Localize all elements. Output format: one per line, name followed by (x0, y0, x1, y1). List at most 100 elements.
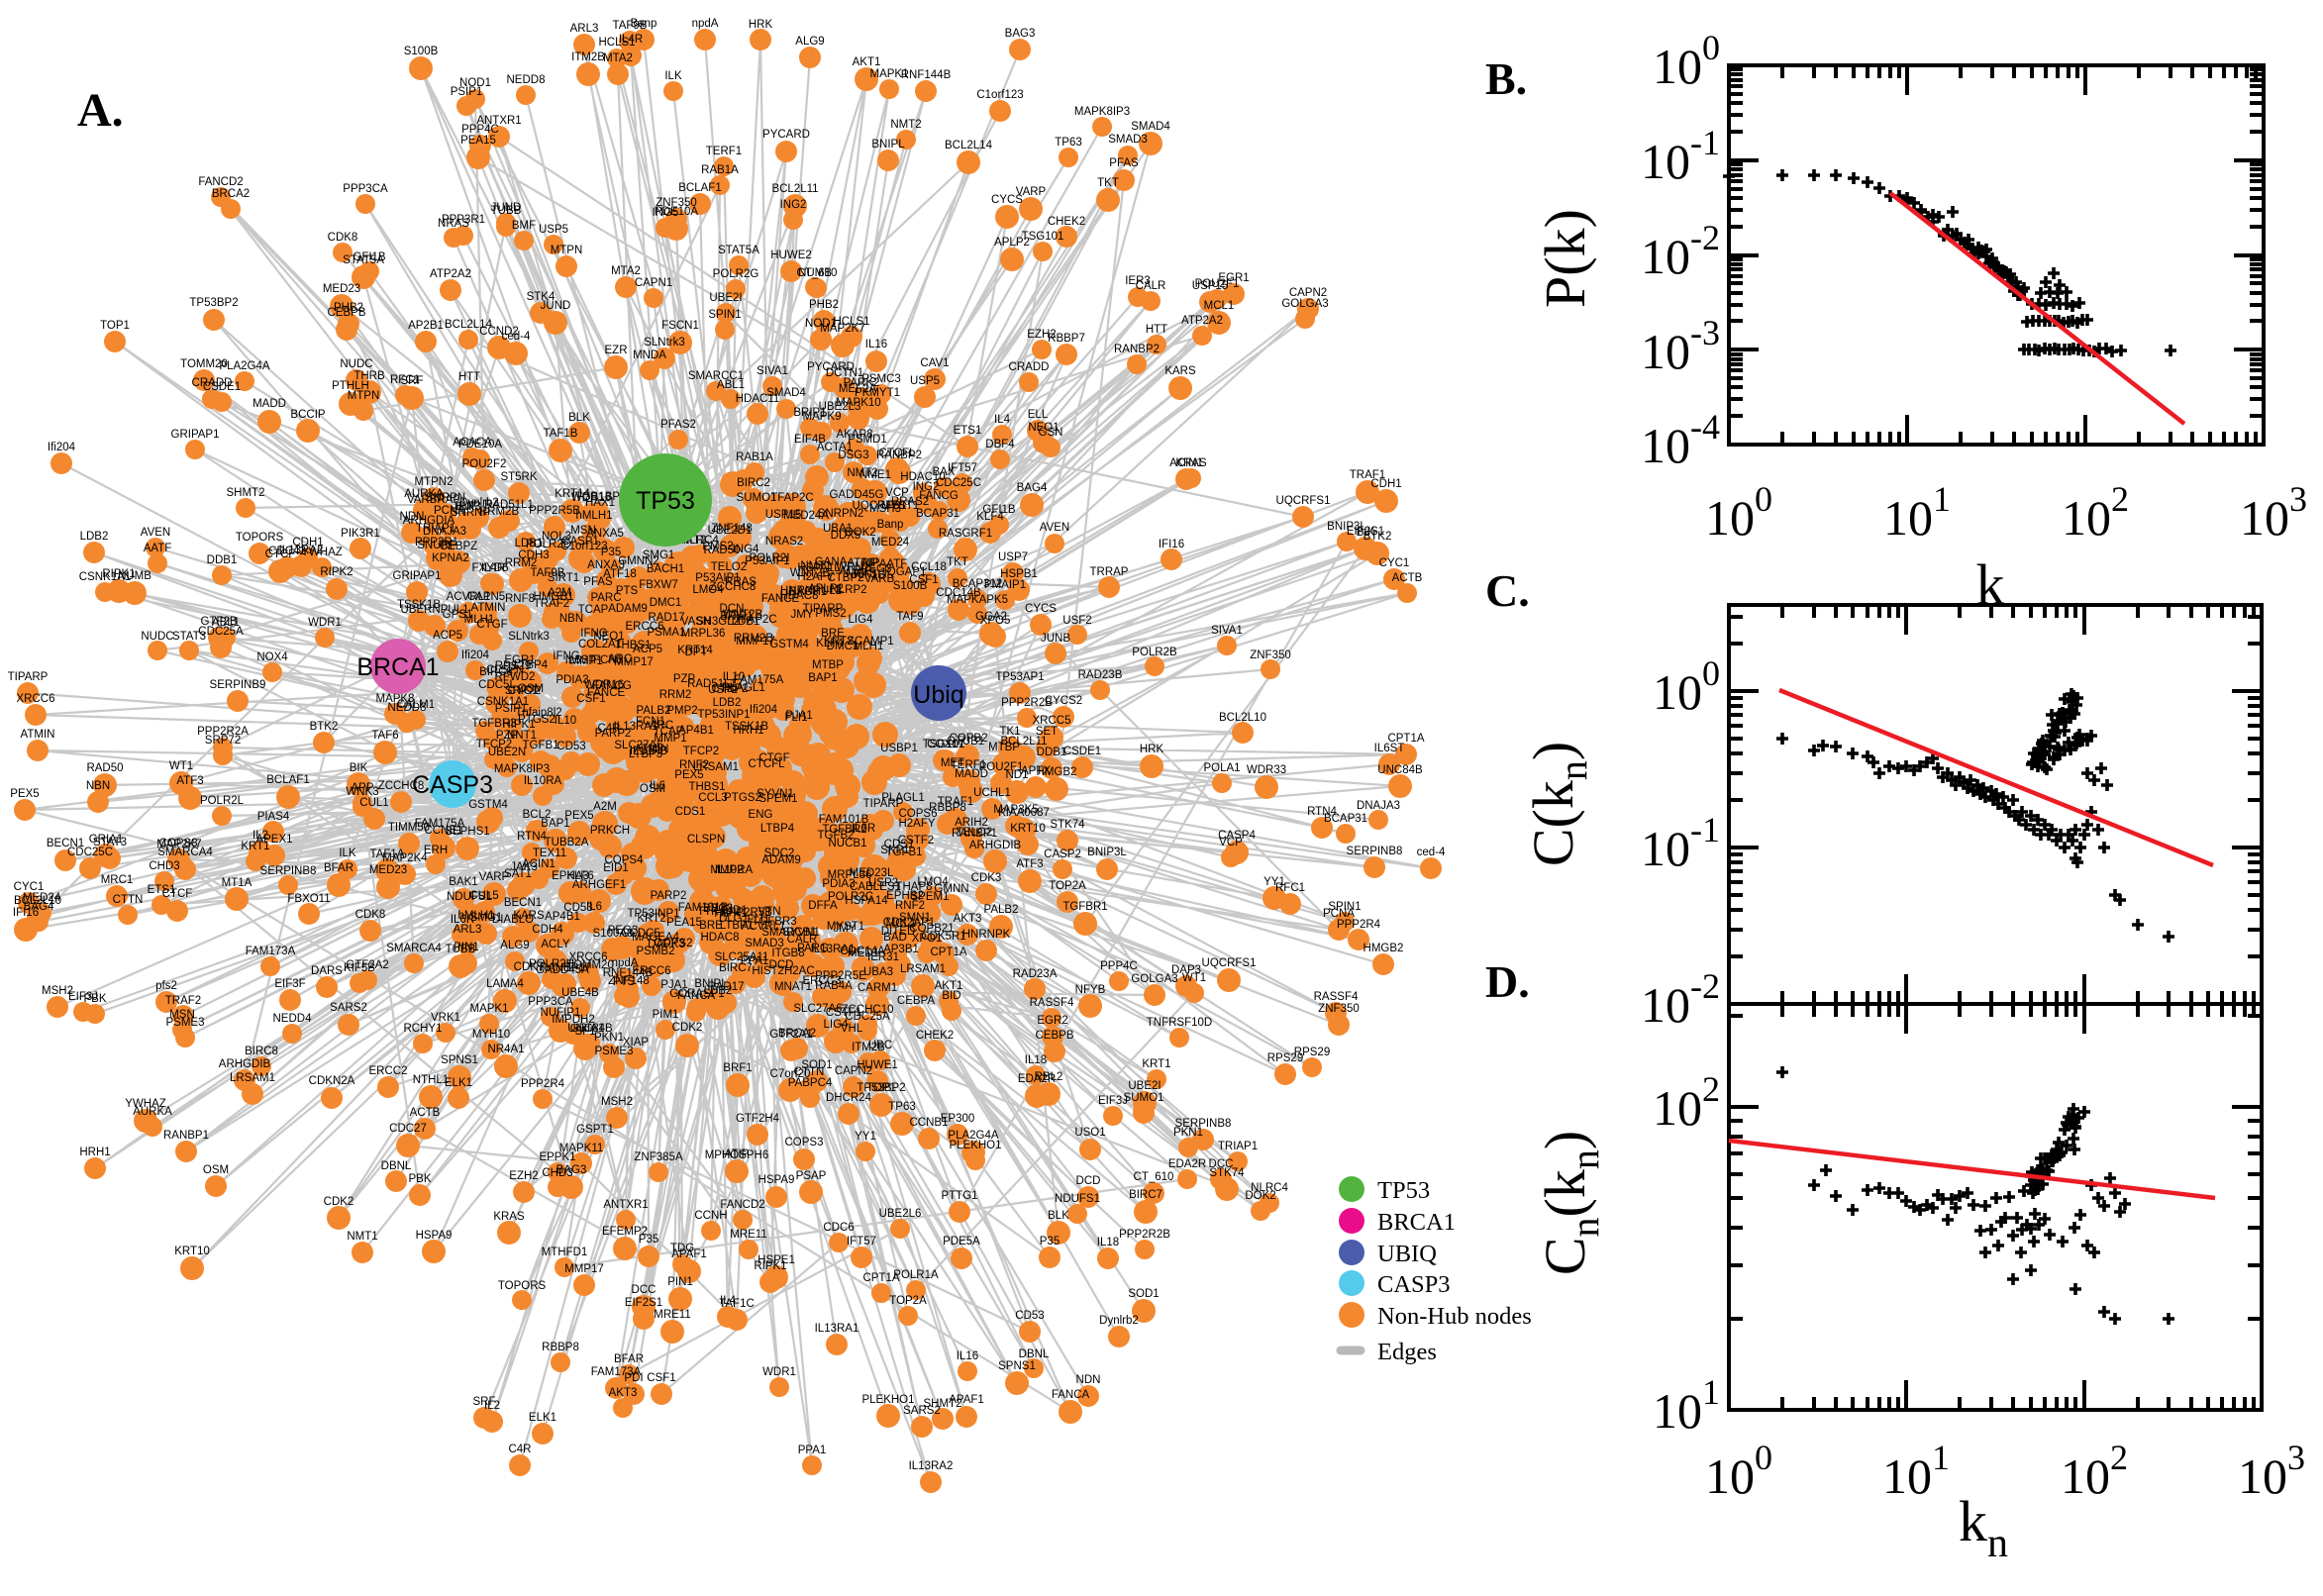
svg-text:FANCE: FANCE (761, 593, 800, 605)
svg-text:CSDE1: CSDE1 (1063, 746, 1101, 757)
svg-text:POLR2B: POLR2B (1132, 647, 1177, 658)
svg-text:HIST2H2AC: HIST2H2AC (752, 965, 814, 977)
svg-text:PBK: PBK (83, 993, 106, 1005)
svg-text:RBL2: RBL2 (1035, 1071, 1063, 1083)
svg-text:DCC: DCC (632, 1284, 656, 1296)
svg-text:RRM2: RRM2 (659, 689, 692, 701)
svg-text:APTX: APTX (1021, 765, 1051, 777)
svg-text:ILK: ILK (339, 848, 356, 859)
svg-text:TFAP2C: TFAP2C (770, 492, 813, 504)
svg-text:STAT5A: STAT5A (718, 245, 759, 256)
svg-text:SRF: SRF (401, 375, 424, 387)
svg-text:BCL2L11: BCL2L11 (1000, 736, 1047, 748)
svg-text:PARP2: PARP2 (651, 890, 687, 902)
svg-text:WDR16: WDR16 (571, 492, 611, 504)
svg-text:FLI1: FLI1 (747, 914, 769, 926)
svg-text:IL10RB: IL10RB (630, 746, 668, 757)
svg-text:BNIPL: BNIPL (694, 978, 728, 990)
svg-text:USF2: USF2 (1062, 615, 1091, 627)
svg-text:CHEK2: CHEK2 (1048, 216, 1085, 228)
svg-text:AKT3: AKT3 (609, 1387, 638, 1399)
svg-text:CARM1: CARM1 (858, 982, 897, 994)
svg-text:SLC27A6: SLC27A6 (793, 1003, 842, 1015)
svg-text:LMO4: LMO4 (692, 584, 724, 596)
svg-text:AURKA: AURKA (404, 488, 444, 500)
svg-text:FAM101B: FAM101B (819, 814, 869, 826)
svg-text:BCAP31: BCAP31 (1324, 813, 1367, 825)
svg-text:DNAJA3: DNAJA3 (423, 526, 466, 538)
svg-text:CAPN2: CAPN2 (835, 1065, 872, 1077)
svg-text:C4R: C4R (508, 1444, 531, 1455)
svg-text:ELK1: ELK1 (529, 1412, 556, 1424)
svg-text:TGFBR1: TGFBR1 (1062, 901, 1107, 913)
svg-text:CCL18: CCL18 (911, 561, 947, 573)
svg-text:IL6: IL6 (650, 780, 665, 792)
svg-text:DDB1: DDB1 (207, 554, 238, 566)
svg-text:CHEK2: CHEK2 (916, 1030, 954, 1042)
svg-text:POLR2H: POLR2H (529, 958, 574, 970)
svg-text:ETS1: ETS1 (954, 425, 982, 437)
svg-text:MT1A: MT1A (222, 877, 252, 889)
svg-text:TUBB: TUBB (491, 205, 522, 217)
svg-text:PPP4C: PPP4C (461, 124, 499, 136)
svg-text:MAPK1: MAPK1 (870, 68, 909, 80)
svg-text:RAD23B: RAD23B (1078, 669, 1123, 681)
svg-text:PARK2: PARK2 (844, 377, 880, 389)
svg-text:LDB2: LDB2 (704, 985, 733, 997)
svg-text:CALR: CALR (1136, 280, 1166, 292)
svg-text:FAM175A: FAM175A (734, 674, 784, 686)
svg-text:MED24: MED24 (871, 537, 910, 549)
svg-text:FCN1: FCN1 (636, 716, 665, 728)
svg-text:ATRIP: ATRIP (847, 557, 879, 569)
svg-text:HDAC10: HDAC10 (900, 471, 945, 483)
svg-text:BLK: BLK (1048, 1210, 1069, 1222)
svg-text:ARL3: ARL3 (454, 924, 482, 936)
svg-text:TGFB1: TGFB1 (885, 847, 922, 858)
svg-text:CDK8: CDK8 (355, 909, 386, 921)
svg-text:HSPA9: HSPA9 (758, 1174, 795, 1186)
svg-text:ZNF350: ZNF350 (1318, 1003, 1360, 1015)
svg-text:CDK8: CDK8 (328, 232, 358, 244)
svg-text:LTBP4: LTBP4 (760, 823, 795, 835)
svg-text:PSME3: PSME3 (166, 1017, 205, 1029)
svg-text:HDAC11: HDAC11 (736, 393, 780, 405)
svg-text:RRM2B: RRM2B (734, 633, 774, 645)
svg-text:CAV1: CAV1 (920, 357, 949, 369)
svg-text:DCD: DCD (1076, 1175, 1101, 1187)
svg-text:MAPK9: MAPK9 (803, 411, 842, 423)
svg-text:GGA2: GGA2 (975, 611, 1007, 623)
svg-text:MAP2K7: MAP2K7 (820, 323, 864, 335)
svg-text:RNF144B: RNF144B (901, 69, 952, 81)
svg-text:APAF1: APAF1 (671, 1248, 707, 1260)
svg-text:OSM: OSM (640, 783, 665, 795)
svg-text:RANBP2: RANBP2 (876, 449, 922, 461)
svg-text:KARS: KARS (513, 910, 545, 922)
svg-text:LDB1: LDB1 (515, 538, 544, 549)
svg-text:POLR2D: POLR2D (526, 539, 571, 550)
svg-text:A.: A. (77, 84, 124, 137)
svg-text:ZNF350: ZNF350 (656, 197, 697, 209)
svg-text:CAPN1: CAPN1 (635, 277, 672, 289)
svg-text:CPT1A: CPT1A (862, 1272, 899, 1284)
svg-text:TUBB: TUBB (446, 944, 476, 955)
svg-text:CEBPZ: CEBPZ (440, 541, 477, 552)
svg-text:HIPK1: HIPK1 (714, 908, 747, 920)
svg-text:SPEM1: SPEM1 (911, 891, 950, 903)
svg-text:NOD1: NOD1 (459, 77, 491, 89)
svg-text:AP3B1: AP3B1 (883, 944, 919, 955)
svg-text:NDN: NDN (1076, 1374, 1101, 1386)
svg-text:TFCP2: TFCP2 (476, 739, 512, 750)
svg-text:LTBP4: LTBP4 (514, 659, 549, 671)
svg-text:PPP3CA: PPP3CA (528, 996, 573, 1008)
svg-text:TERF1: TERF1 (951, 759, 986, 771)
svg-text:KRT1: KRT1 (1142, 1058, 1170, 1070)
svg-text:MED1: MED1 (848, 948, 879, 959)
svg-text:KRT14: KRT14 (555, 488, 590, 500)
svg-text:LTBP1: LTBP1 (720, 920, 754, 932)
svg-text:VHL: VHL (841, 1023, 863, 1035)
svg-text:MMP17: MMP17 (736, 636, 775, 648)
svg-text:IQGAP1: IQGAP1 (884, 566, 927, 578)
svg-text:TAF9B: TAF9B (613, 20, 648, 32)
svg-text:CCNB1: CCNB1 (910, 1117, 949, 1129)
svg-text:TGFBR3: TGFBR3 (752, 916, 796, 928)
